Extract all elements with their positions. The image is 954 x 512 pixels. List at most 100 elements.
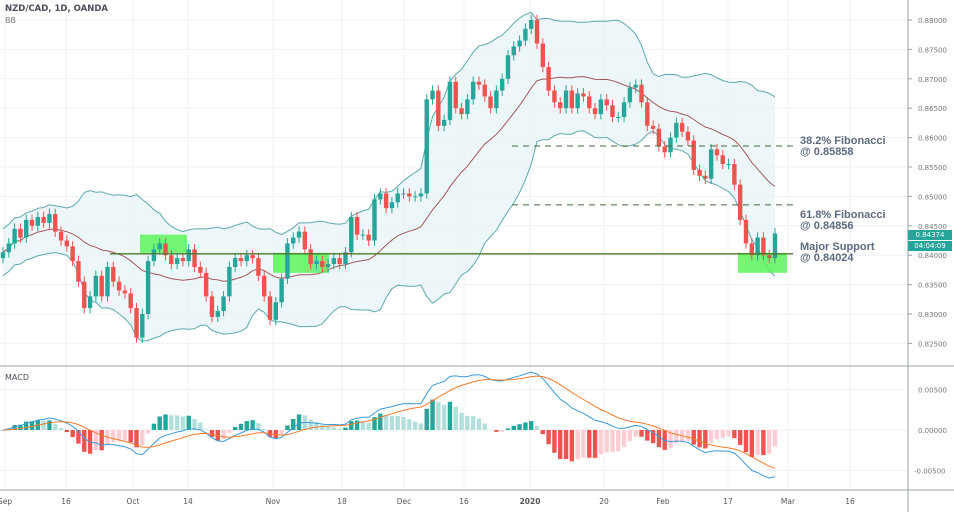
fib618-label: 61.8% Fibonacci @ 0.84856: [800, 210, 886, 232]
candle-body: [523, 28, 528, 41]
macd-histogram-bar: [546, 430, 551, 445]
macd-histogram-bar: [482, 423, 487, 430]
macd-histogram-bar: [314, 422, 319, 430]
macd-histogram-bar: [772, 430, 778, 447]
candle-body: [656, 128, 662, 147]
macd-histogram-bar: [604, 430, 609, 453]
indicator-label-macd[interactable]: MACD: [5, 373, 29, 382]
macd-histogram-bar: [198, 422, 203, 430]
price-tick-label: 0.86000: [918, 135, 947, 143]
candle-body: [24, 219, 29, 238]
candle-body: [743, 219, 749, 244]
macd-histogram-bar: [726, 430, 731, 437]
candle-body: [157, 243, 162, 250]
support-value: @ 0.84024: [800, 252, 854, 264]
macd-histogram-bar: [238, 423, 244, 430]
macd-histogram-bar: [308, 419, 313, 430]
indicator-label-bb[interactable]: BB: [5, 16, 16, 25]
macd-histogram-bar: [598, 430, 604, 455]
macd-histogram-bar: [227, 430, 232, 433]
candle-body: [53, 214, 58, 232]
time-tick-label: Sep: [0, 497, 12, 506]
candle-body: [505, 55, 511, 79]
candle-body: [627, 87, 633, 103]
macd-histogram-bar: [209, 430, 215, 438]
macd-histogram-bar: [720, 430, 725, 438]
macd-histogram-bar: [685, 430, 691, 441]
macd-histogram-bar: [203, 429, 209, 430]
candle-body: [285, 243, 290, 279]
candle-body: [575, 93, 580, 109]
bollinger-basis: [2, 76, 776, 282]
price-tick-label: 0.82500: [918, 340, 947, 348]
macd-histogram-bar: [621, 430, 627, 448]
candle-body: [273, 302, 279, 320]
candle-body: [64, 240, 70, 247]
macd-histogram-bar: [0, 430, 6, 431]
candle-body: [407, 193, 412, 197]
candle-body: [267, 296, 273, 320]
macd-histogram-bar: [592, 430, 598, 458]
candle-body: [360, 234, 366, 236]
countdown-tag: 04:04:09: [908, 241, 952, 251]
macd-histogram-bar: [558, 430, 563, 459]
candle-body: [662, 146, 667, 153]
macd-histogram-bar: [285, 425, 290, 430]
macd-histogram-bar: [494, 430, 499, 432]
candle-body: [453, 81, 458, 109]
candle-body: [552, 90, 557, 103]
candle-body: [244, 255, 249, 262]
candle-body: [470, 81, 476, 100]
price-tick-label: 0.85500: [918, 164, 947, 172]
candle-body: [250, 255, 255, 259]
macd-histogram-bar: [505, 428, 511, 430]
macd-histogram-bar: [737, 430, 743, 445]
time-tick-label: 2020: [520, 497, 541, 506]
macd-histogram-bar: [354, 420, 360, 430]
macd-histogram-bar: [12, 424, 17, 430]
time-tick-label: 14: [183, 497, 193, 506]
candle-body: [581, 93, 586, 97]
macd-histogram-bar: [256, 423, 261, 430]
macd-histogram-bar: [517, 424, 522, 430]
macd-histogram-bar: [732, 430, 737, 439]
macd-histogram-bar: [140, 430, 145, 446]
bollinger-lower-band: [2, 130, 776, 342]
candle-body: [389, 202, 395, 209]
macd-histogram-bar: [116, 430, 122, 442]
candle-body: [459, 108, 464, 115]
candle-body: [308, 249, 313, 265]
candle-body: [563, 90, 569, 109]
macd-histogram-bar: [645, 430, 650, 441]
macd-tick-label: -0.00500: [914, 468, 945, 476]
macd-histogram-bar: [378, 413, 383, 430]
candle-body: [558, 102, 563, 109]
candle-body: [621, 102, 627, 118]
macd-histogram-bar: [24, 421, 29, 430]
candle-body: [418, 193, 424, 197]
macd-histogram-bar: [761, 430, 766, 456]
macd-histogram-bar: [714, 430, 720, 440]
signal-line: [2, 375, 776, 469]
macd-histogram-bar: [418, 423, 424, 430]
candle-body: [383, 193, 389, 209]
candle-body: [227, 266, 232, 297]
macd-histogram-bar: [76, 430, 81, 444]
candle-body: [685, 131, 691, 141]
candle-body: [134, 308, 139, 338]
fib382-label: 38.2% Fibonacci @ 0.85858: [800, 136, 886, 158]
macd-histogram-bar: [529, 421, 534, 430]
macd-histogram-bar: [436, 402, 441, 430]
macd-histogram-bar: [302, 415, 308, 430]
macd-histogram-bar: [349, 421, 354, 430]
candle-body: [279, 278, 284, 303]
macd-histogram-bar: [186, 415, 191, 430]
macd-histogram-bar: [262, 429, 267, 430]
candle-body: [650, 125, 656, 129]
candle-body: [447, 81, 453, 120]
candle-body: [412, 196, 418, 198]
macd-histogram-bar: [755, 430, 760, 456]
macd-histogram-bar: [64, 430, 70, 433]
